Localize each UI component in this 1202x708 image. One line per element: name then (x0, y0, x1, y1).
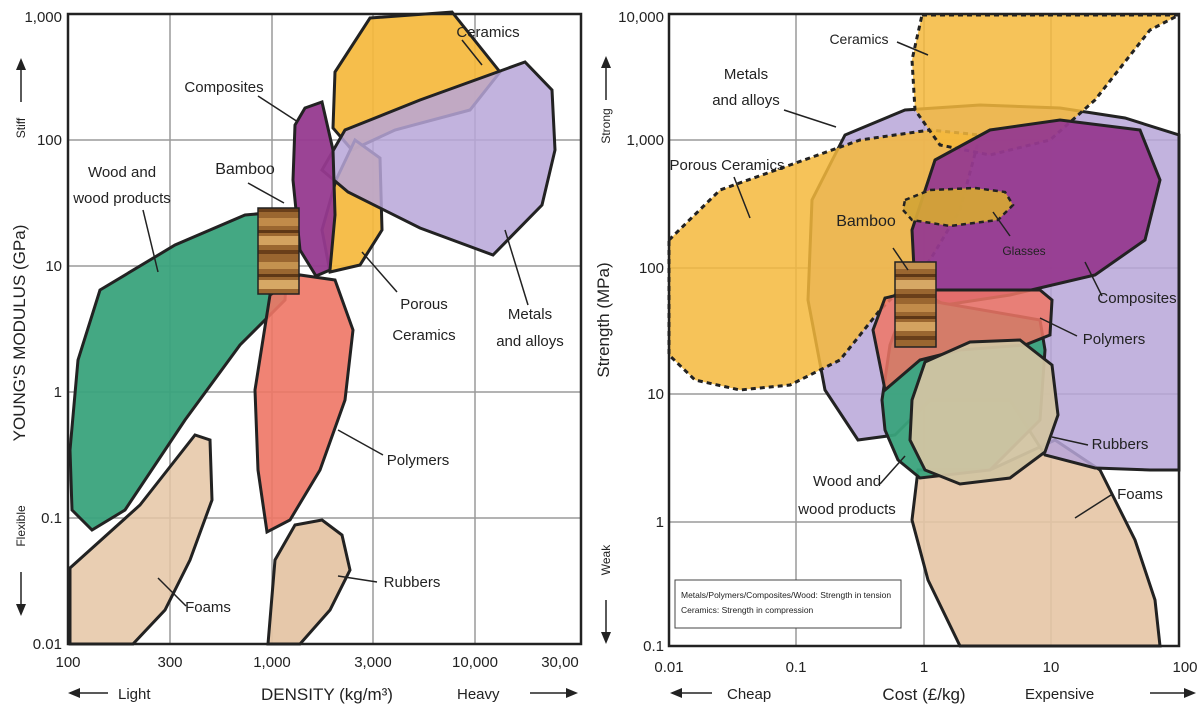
y-tick-label: 100 (37, 132, 62, 149)
region-bamboo-right (894, 261, 937, 348)
x-hint-low-left: Light (118, 686, 151, 703)
arrow-left-icon (670, 688, 712, 698)
label-rubbers-right: Rubbers (1092, 436, 1149, 453)
x-tick-label: 10,000 (452, 654, 498, 671)
leader-lines-left (142, 39, 529, 607)
x-tick-label: 300 (157, 654, 182, 671)
arrow-up-icon (16, 58, 26, 102)
x-tick-label: 100 (55, 654, 80, 671)
label-metals-right-2: and alloys (712, 92, 780, 109)
region-bamboo (257, 207, 300, 295)
label-wood-right-1: Wood and (813, 473, 881, 490)
y-hint-high-right: Strong (599, 108, 613, 143)
label-composites-left: Composites (184, 79, 263, 96)
label-wood-left-1: Wood and (88, 164, 156, 181)
x-tick-label: 1 (920, 659, 928, 676)
y-tick-label: 10,000 (618, 9, 664, 26)
region-glasses (901, 186, 1015, 228)
x-tick-label: 100 (1172, 659, 1197, 676)
label-glasses: Glasses (1002, 244, 1045, 258)
y-ticks-right: 0.1 1 10 100 1,000 10,000 (618, 9, 664, 655)
label-metals-left-1: Metals (508, 306, 552, 323)
y-tick-label: 10 (45, 258, 62, 275)
y-hint-high-left: Stiff (14, 117, 28, 138)
chart-right: Metals/Polymers/Composites/Wood: Strengt… (594, 9, 1198, 704)
note-line-2: Ceramics: Strength in compression (681, 605, 814, 615)
y-tick-label: 1,000 (24, 9, 62, 26)
label-wood-left-2: wood products (72, 190, 171, 207)
leader-lines-right (733, 41, 1112, 519)
y-tick-label: 1,000 (626, 132, 664, 149)
x-ticks-left: 100 300 1,000 3,000 10,000 30,00 (55, 654, 578, 671)
plot-border-left (66, 12, 583, 646)
label-bamboo-right: Bamboo (836, 213, 896, 230)
y-hint-low-left: Flexible (14, 505, 28, 547)
x-ticks-right: 0.01 0.1 1 10 100 (654, 659, 1197, 676)
region-rubbers-right (908, 338, 1060, 486)
arrow-down-icon (601, 600, 611, 644)
label-bamboo-left: Bamboo (215, 161, 275, 178)
note-box: Metals/Polymers/Composites/Wood: Strengt… (674, 579, 902, 629)
x-tick-label: 30,00 (541, 654, 579, 671)
label-metals-left-2: and alloys (496, 333, 564, 350)
region-polymers (253, 273, 355, 535)
region-composites (291, 100, 337, 278)
arrow-right-icon (1150, 688, 1196, 698)
label-porous-left-1: Porous (400, 296, 448, 313)
label-wood-right-2: wood products (797, 501, 896, 518)
region-metals (320, 60, 557, 257)
label-ceramics-right: Ceramics (829, 31, 888, 47)
note-line-1: Metals/Polymers/Composites/Wood: Strengt… (681, 590, 891, 600)
y-tick-label: 0.1 (41, 510, 62, 527)
label-rubbers-left: Rubbers (384, 574, 441, 591)
x-tick-label: 10 (1043, 659, 1060, 676)
arrow-left-icon (68, 688, 108, 698)
y-axis-title-left: YOUNG'S MODULUS (GPa) (10, 225, 29, 442)
y-tick-label: 1 (656, 514, 664, 531)
x-tick-label: 0.1 (786, 659, 807, 676)
y-axis-title-right: Strength (MPa) (594, 262, 613, 377)
label-polymers-right: Polymers (1083, 331, 1146, 348)
y-tick-label: 10 (647, 386, 664, 403)
arrow-down-icon (16, 572, 26, 616)
x-tick-label: 3,000 (354, 654, 392, 671)
x-axis-title-left: DENSITY (kg/m³) (261, 685, 393, 704)
label-metals-right-1: Metals (724, 66, 768, 83)
arrow-up-icon (601, 56, 611, 100)
y-hint-low-right: Weak (599, 544, 613, 575)
x-hint-low-right: Cheap (727, 686, 771, 703)
x-hint-high-left: Heavy (457, 686, 500, 703)
label-foams-left: Foams (185, 599, 231, 616)
label-ceramics-left: Ceramics (456, 24, 519, 41)
label-composites-right: Composites (1097, 290, 1176, 307)
arrow-right-icon (530, 688, 578, 698)
y-tick-label: 0.01 (33, 636, 62, 653)
y-ticks-left: 0.01 0.1 1 10 100 1,000 (24, 9, 62, 653)
label-porous-right: Porous Ceramics (669, 157, 784, 174)
label-porous-left-2: Ceramics (392, 327, 455, 344)
y-tick-label: 0.1 (643, 638, 664, 655)
x-tick-label: 0.01 (654, 659, 683, 676)
label-foams-right: Foams (1117, 486, 1163, 503)
x-tick-label: 1,000 (253, 654, 291, 671)
label-polymers-left: Polymers (387, 452, 450, 469)
region-porous-right (667, 128, 982, 392)
x-axis-title-right: Cost (£/kg) (882, 685, 965, 704)
y-tick-label: 1 (54, 384, 62, 401)
plot-border-right (667, 12, 1181, 648)
chart-left: Ceramics Composites Wood and wood produc… (10, 9, 583, 704)
x-hint-high-right: Expensive (1025, 686, 1094, 703)
region-rubbers (266, 518, 352, 646)
y-tick-label: 100 (639, 260, 664, 277)
region-wood (68, 210, 290, 532)
